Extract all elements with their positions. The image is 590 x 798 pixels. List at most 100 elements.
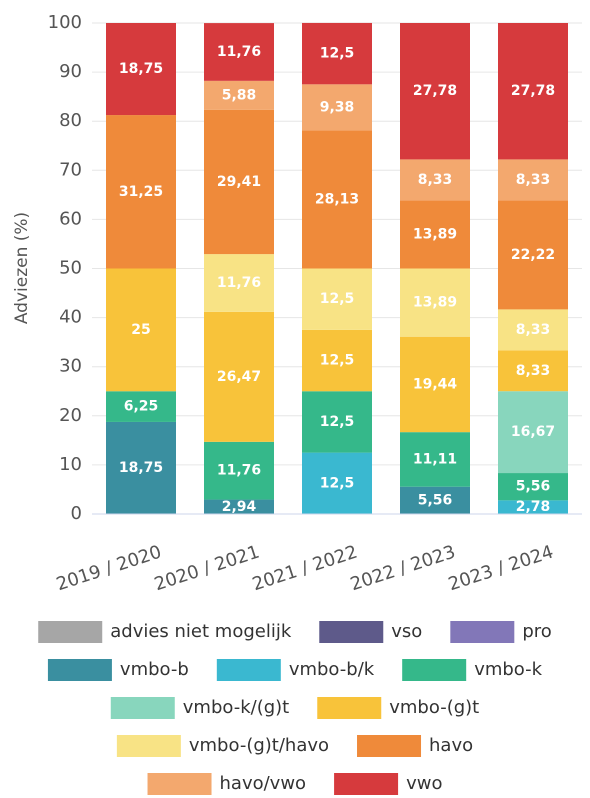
bar-segment [302, 452, 372, 514]
data-label: 11,76 [217, 275, 261, 291]
legend-swatch [317, 697, 382, 719]
bar-segment [400, 486, 470, 514]
data-label: 22,22 [511, 247, 555, 263]
bar-segment [204, 499, 274, 514]
bar-segment [498, 391, 568, 474]
y-tick-label: 80 [59, 110, 82, 131]
x-tick-label: 2023 / 2024 [446, 542, 556, 596]
data-label: 12,5 [320, 46, 355, 62]
data-label: 12,5 [320, 291, 355, 307]
bar-segment [204, 23, 274, 81]
bar-segment [498, 23, 568, 160]
bar-segment [106, 268, 176, 392]
legend-label: pro [522, 621, 551, 642]
bar-segment [302, 22, 372, 85]
data-label: 8,33 [516, 363, 551, 379]
legend-swatch [47, 659, 112, 681]
data-label: 19,44 [413, 376, 458, 392]
bar-segment [204, 311, 274, 442]
legend-label: havo/vwo [220, 773, 307, 794]
bar-segment [106, 115, 176, 269]
bar-segment [302, 84, 372, 131]
bar-segment [498, 473, 568, 501]
legend-swatch [116, 735, 181, 757]
legend-swatch [319, 621, 384, 643]
data-label: 8,33 [516, 322, 551, 338]
legend-swatch [110, 697, 175, 719]
data-label: 16,67 [511, 424, 555, 440]
y-tick-label: 70 [59, 159, 82, 180]
data-label: 11,76 [217, 463, 261, 479]
bar-segment [400, 432, 470, 487]
y-tick-label: 60 [59, 208, 82, 229]
data-label: 11,11 [413, 451, 457, 467]
data-label: 11,76 [217, 44, 261, 60]
bar-segment [400, 159, 470, 201]
legend-label: vmbo-b [120, 659, 189, 680]
data-label: 2,94 [222, 499, 257, 515]
y-tick-label: 100 [48, 12, 82, 33]
bar-segment [204, 80, 274, 110]
legend-swatch [402, 659, 467, 681]
data-label: 2,78 [516, 499, 551, 515]
data-label: 18,75 [119, 460, 163, 476]
bar-segment [302, 130, 372, 269]
data-label: 26,47 [217, 369, 261, 385]
bar-segment [302, 329, 372, 392]
y-tick-label: 10 [59, 454, 82, 475]
y-tick-label: 50 [59, 258, 82, 279]
bar-segment [498, 159, 568, 201]
data-label: 8,33 [516, 172, 551, 188]
bar-segment [204, 109, 274, 255]
bar-segment [400, 268, 470, 337]
data-label: 25 [131, 322, 150, 338]
bar-segment [204, 254, 274, 312]
bar-segment [400, 200, 470, 269]
legend-swatch [357, 735, 422, 757]
data-label: 27,78 [511, 83, 555, 99]
legend-label: vmbo-k [474, 659, 542, 680]
data-label: 6,25 [124, 399, 159, 415]
data-label: 12,5 [320, 475, 355, 491]
x-tick-label: 2019 / 2020 [54, 542, 164, 596]
y-axis-label: Adviezen (%) [12, 212, 32, 324]
x-tick-label: 2022 / 2023 [348, 542, 458, 596]
data-label: 5,56 [418, 492, 453, 508]
bar-segment [106, 421, 176, 514]
data-label: 12,5 [320, 414, 355, 430]
x-tick-label: 2021 / 2022 [250, 542, 360, 596]
legend-label: vmbo-(g)t/havo [189, 735, 329, 756]
legend-swatch [334, 773, 399, 795]
data-label: 9,38 [320, 99, 355, 115]
bar-segment [106, 23, 176, 116]
bar-segment [302, 268, 372, 330]
legend-label: havo [429, 735, 473, 756]
legend-swatch [450, 621, 515, 643]
bar-segment [302, 391, 372, 453]
data-label: 29,41 [217, 174, 261, 190]
y-tick-label: 40 [59, 307, 82, 328]
bar-segment [498, 309, 568, 351]
bar-segment [498, 350, 568, 392]
legend-label: vso [391, 621, 422, 642]
bar-segment [106, 391, 176, 422]
bar-segment [204, 441, 274, 500]
legend-label: vmbo-k/(g)t [183, 697, 289, 718]
y-tick-label: 90 [59, 61, 82, 82]
data-label: 13,89 [413, 295, 457, 311]
data-label: 13,89 [413, 226, 457, 242]
bar-segment [498, 200, 568, 310]
data-label: 5,88 [222, 87, 257, 103]
data-label: 12,5 [320, 353, 355, 369]
data-label: 5,56 [516, 479, 551, 495]
x-tick-label: 2020 / 2021 [152, 542, 262, 596]
bar-segment [400, 23, 470, 160]
data-label: 31,25 [119, 184, 163, 200]
data-label: 8,33 [418, 172, 453, 188]
legend-swatch [147, 773, 212, 795]
y-tick-label: 30 [59, 356, 82, 377]
data-label: 18,75 [119, 61, 163, 77]
legend-label: vwo [406, 773, 442, 794]
legend-label: vmbo-b/k [289, 659, 375, 680]
